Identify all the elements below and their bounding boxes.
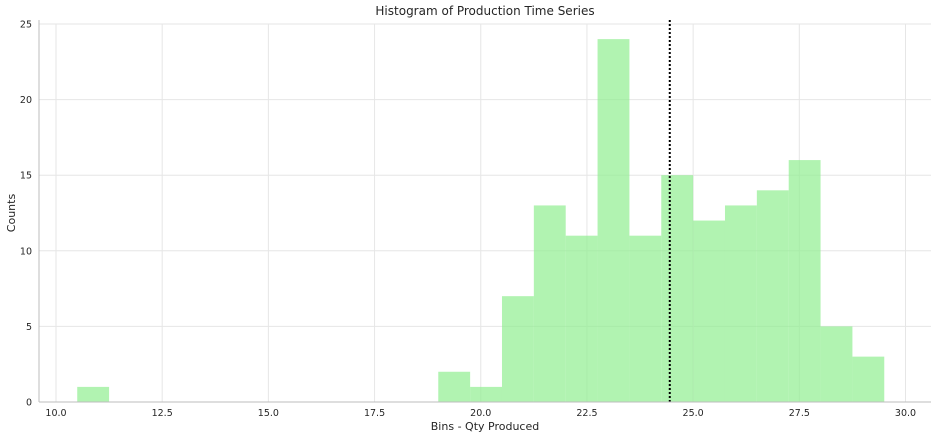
histogram-bar: [438, 371, 471, 402]
histogram-bar: [756, 190, 789, 402]
histogram-bar: [852, 356, 885, 402]
x-tick-label: 15.0: [258, 408, 279, 419]
histogram-bar: [501, 296, 534, 402]
histogram-bar: [693, 220, 725, 402]
x-tick-label: 27.5: [789, 408, 810, 419]
x-tick-label: 30.0: [895, 408, 916, 419]
histogram-bar: [565, 235, 598, 402]
x-tick-labels: 10.0 12.5 15.0 17.5 20.0 22.5 25.0 27.5 30.0: [45, 408, 916, 419]
x-tick-label: 12.5: [152, 408, 173, 419]
histogram-bar: [77, 386, 110, 402]
histogram-bar: [629, 235, 662, 402]
axes-spines: [38, 20, 931, 403]
chart-title: Histogram of Production Time Series: [375, 4, 594, 18]
x-tick-label: 17.5: [364, 408, 385, 419]
histogram-bar: [788, 160, 821, 402]
x-tick-label: 20.0: [470, 408, 491, 419]
y-tick-label: 10: [20, 246, 32, 257]
y-tick-label: 20: [20, 95, 32, 106]
histogram-bar: [470, 386, 502, 402]
histogram-bars: [77, 39, 885, 403]
y-tick-labels: 0 5 10 15 20 25: [20, 20, 32, 409]
y-tick-label: 25: [20, 20, 32, 31]
x-tick-label: 10.0: [45, 408, 66, 419]
histogram-bar: [820, 326, 853, 402]
histogram-bar: [661, 175, 694, 402]
histogram-bar: [724, 205, 757, 402]
y-tick-label: 5: [26, 322, 32, 333]
x-axis-label: Bins - Qty Produced: [431, 420, 539, 433]
x-tick-label: 22.5: [576, 408, 597, 419]
y-tick-label: 15: [20, 171, 32, 182]
histogram-bar: [533, 205, 566, 402]
y-tick-label: 0: [26, 398, 32, 409]
histogram-bar: [597, 39, 630, 403]
x-tick-label: 25.0: [683, 408, 704, 419]
y-axis-label: Counts: [5, 194, 18, 233]
